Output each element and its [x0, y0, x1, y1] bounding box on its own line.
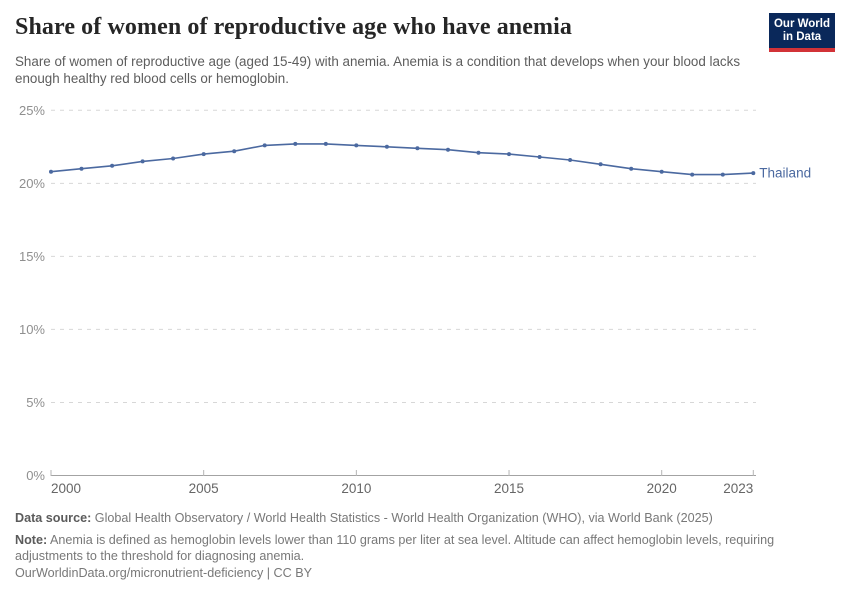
data-source-label: Data source: [15, 511, 92, 525]
x-axis-label: 2020 [647, 481, 677, 496]
data-point [568, 158, 573, 162]
x-axis-label: 2005 [189, 481, 219, 496]
trend-line [50, 143, 755, 176]
x-axis-label: 2023 [723, 481, 753, 496]
x-axis-label: 2015 [494, 481, 524, 496]
data-point [110, 163, 115, 168]
data-source-line: Data source: Global Health Observatory /… [15, 511, 825, 525]
citation-link[interactable]: OurWorldinData.org/micronutrient-deficie… [15, 566, 312, 580]
data-point [720, 172, 725, 177]
y-axis-label: 5% [26, 395, 45, 410]
data-point [476, 150, 481, 155]
data-point [262, 143, 267, 148]
series-label[interactable]: Thailand [759, 166, 811, 181]
note-text: Anemia is defined as hemoglobin levels l… [15, 533, 775, 563]
data-point [629, 166, 634, 171]
y-axis-label: 25% [19, 103, 45, 118]
x-axis-label: 2000 [51, 481, 81, 496]
y-axis-label: 15% [19, 249, 45, 264]
data-point [384, 144, 389, 149]
data-point [598, 162, 603, 167]
x-axis-label: 2010 [341, 481, 371, 496]
data-point [751, 171, 756, 176]
y-axis-label: 20% [19, 176, 45, 191]
data-point [293, 141, 298, 146]
data-point [171, 156, 176, 161]
owid-logo[interactable]: Our World in Data [769, 13, 835, 52]
page-title: Share of women of reproductive age who h… [15, 14, 572, 40]
data-point [232, 149, 237, 154]
data-point [659, 169, 664, 174]
data-point [446, 147, 450, 152]
data-point [201, 152, 206, 157]
data-point [323, 141, 328, 146]
data-point [690, 172, 695, 177]
data-point [79, 166, 84, 171]
owid-logo-line1: Our World [773, 18, 830, 30]
data-point [354, 143, 359, 148]
note-label: Note: [15, 533, 48, 547]
chart-subtitle: Share of women of reproductive age (aged… [15, 54, 741, 86]
data-point [537, 155, 542, 159]
note-line: Note: Anemia is defined as hemoglobin le… [15, 533, 815, 564]
y-axis-label: 10% [19, 322, 45, 337]
owid-logo-line2: in Data [782, 31, 822, 43]
data-point [49, 169, 53, 174]
data-source-text: Global Health Observatory / World Health… [94, 511, 713, 525]
data-point [507, 152, 511, 157]
y-axis-label: 0% [26, 468, 45, 483]
line-chart: 0% 5% 10% 15% 20% 25% 2000 2005 2010 2015 2020 2023… [19, 103, 811, 496]
data-point [140, 159, 145, 164]
data-point [415, 146, 420, 151]
